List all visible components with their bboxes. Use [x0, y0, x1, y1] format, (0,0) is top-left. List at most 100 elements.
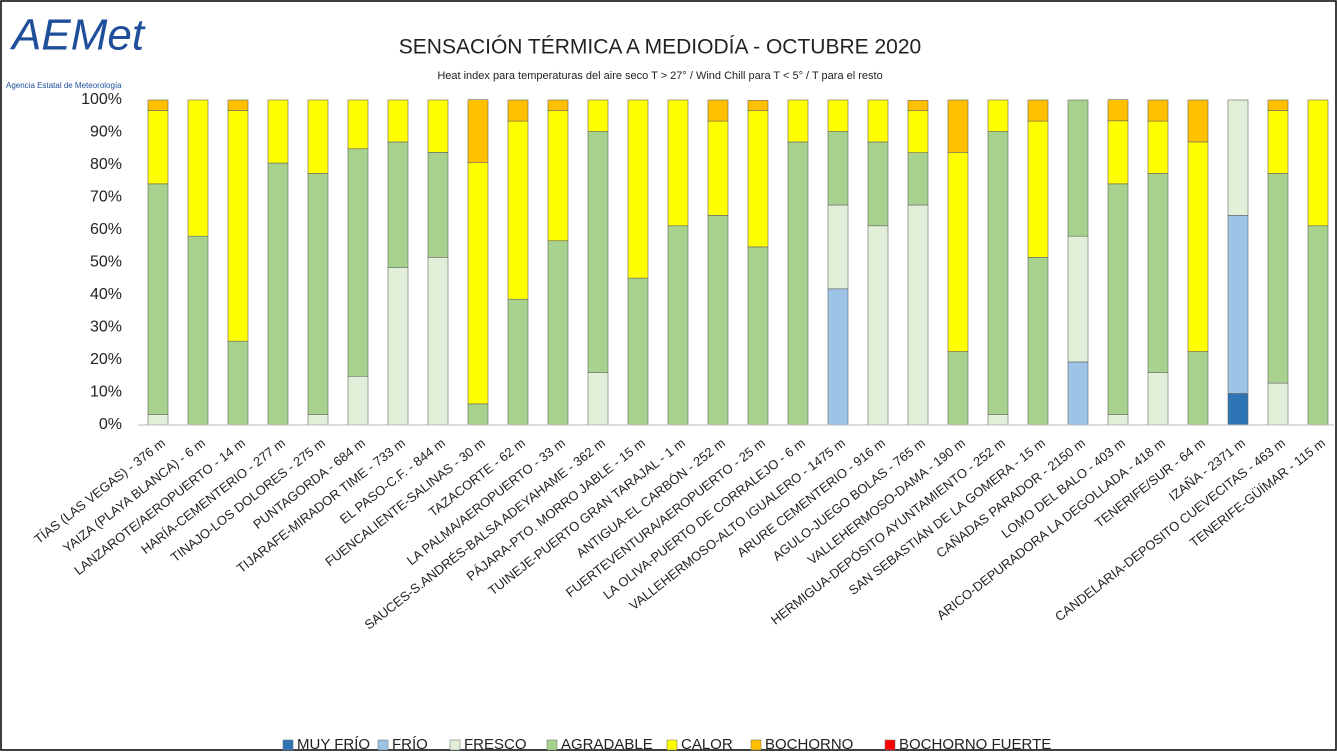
bar-segment — [1067, 361, 1089, 426]
legend-label: FRESCO — [464, 736, 527, 751]
bar-segment — [1147, 173, 1169, 373]
bar-segment — [387, 267, 409, 426]
y-tick-label: 10% — [90, 384, 122, 401]
bar-segment — [667, 99, 689, 227]
logo-subtitle: Agencia Estatal de Meteorología — [6, 81, 122, 90]
bar-segment — [1307, 225, 1329, 426]
bar-segment — [827, 288, 849, 426]
bar-segment — [1147, 120, 1169, 174]
bar-segment — [707, 99, 729, 122]
legend-label: AGRADABLE — [561, 736, 653, 751]
bar-segment — [587, 99, 609, 132]
bar-segment — [227, 99, 249, 111]
bar-segment — [1067, 235, 1089, 363]
bar-segment — [1147, 99, 1169, 122]
bar-segment — [587, 372, 609, 426]
y-tick-label: 40% — [90, 286, 122, 303]
legend-label: BOCHORNO — [765, 736, 853, 751]
legend-label: CALOR — [681, 736, 733, 751]
bar-segment — [747, 246, 769, 426]
bar-segment — [1267, 382, 1289, 426]
bar-segment — [707, 215, 729, 426]
bar-segment — [387, 141, 409, 269]
bar-segment — [787, 99, 809, 143]
bar-segment — [267, 99, 289, 164]
bar-segment — [147, 99, 169, 111]
legend-label: FRÍO — [392, 736, 428, 751]
bar-segment — [147, 110, 169, 185]
bar-segment — [307, 173, 329, 415]
bar-segment — [987, 414, 1009, 426]
bar-segment — [627, 277, 649, 426]
bar-segment — [467, 403, 489, 426]
bar-segment — [907, 110, 929, 153]
bar-segment — [347, 375, 369, 426]
legend-swatch — [377, 739, 389, 751]
bar-segment — [1187, 351, 1209, 426]
bar-segment — [867, 99, 889, 143]
bar-segment — [427, 99, 449, 153]
y-tick-label: 90% — [90, 124, 122, 141]
bar-segment — [507, 120, 529, 300]
y-tick-label: 60% — [90, 221, 122, 238]
bar-segment — [1027, 256, 1049, 426]
y-tick-label: 50% — [90, 254, 122, 271]
bar-segment — [987, 99, 1009, 132]
bar-segment — [1107, 120, 1129, 185]
y-tick-label: 30% — [90, 319, 122, 336]
bar-segment — [787, 141, 809, 426]
bar-segment — [627, 99, 649, 279]
bar-segment — [587, 131, 609, 373]
bar-segment — [547, 110, 569, 242]
bar-segment — [947, 99, 969, 153]
logo: AEMet — [9, 11, 146, 60]
legend-label: MUY FRÍO — [297, 736, 370, 751]
bar-segment — [467, 162, 489, 405]
bar-segment — [867, 225, 889, 426]
bar-segment — [1067, 99, 1089, 237]
bar-segment — [307, 414, 329, 426]
bar-segment — [1227, 393, 1249, 426]
bar-segment — [227, 340, 249, 426]
bar-segment — [147, 414, 169, 426]
bar-segment — [507, 99, 529, 122]
chart-subtitle: Heat index para temperaturas del aire se… — [437, 70, 882, 82]
bar-segment — [1107, 183, 1129, 415]
bar-segment — [747, 110, 769, 248]
legend-swatch — [884, 739, 896, 751]
bar-segment — [867, 141, 889, 227]
bar-segment — [1227, 99, 1249, 216]
bar-segment — [507, 298, 529, 426]
bar-segment — [907, 100, 929, 112]
bar-segment — [1187, 99, 1209, 143]
bar-segment — [547, 240, 569, 426]
bar-segment — [1187, 141, 1209, 352]
bar-segment — [347, 148, 369, 377]
bar-segment — [427, 152, 449, 258]
bar-segment — [347, 99, 369, 150]
bar-segment — [1027, 99, 1049, 122]
bar-segment — [467, 99, 489, 164]
y-tick-label: 70% — [90, 189, 122, 206]
bar-segment — [947, 351, 969, 426]
bar-segment — [267, 162, 289, 426]
bar-segment — [667, 225, 689, 426]
bar-segment — [1227, 215, 1249, 394]
bar-segment — [307, 99, 329, 174]
bar-segment — [1307, 99, 1329, 227]
bar-segment — [1267, 173, 1289, 384]
bar-segment — [227, 110, 249, 342]
bar-segment — [187, 99, 209, 237]
bar-segment — [827, 131, 849, 206]
bar-segment — [987, 131, 1009, 415]
chart-title: SENSACIÓN TÉRMICA A MEDIODÍA - OCTUBRE 2… — [399, 36, 921, 59]
bar-segment — [707, 120, 729, 216]
y-tick-label: 20% — [90, 351, 122, 368]
legend-swatch — [282, 739, 294, 751]
bar-segment — [827, 204, 849, 290]
y-tick-label: 80% — [90, 156, 122, 173]
y-tick-label: 100% — [81, 91, 122, 108]
legend-swatch — [546, 739, 558, 751]
legend-swatch — [750, 739, 762, 751]
